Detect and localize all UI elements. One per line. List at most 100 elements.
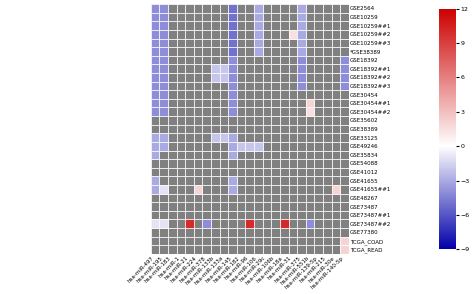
Bar [151,176,159,185]
Bar [228,116,237,125]
Bar [185,142,194,151]
Bar [254,202,263,211]
Bar [168,116,176,125]
Bar [323,108,331,116]
Bar [185,64,194,73]
Bar [185,56,194,64]
Bar [340,4,349,13]
Bar [314,133,323,142]
Bar [297,151,306,159]
Bar [168,159,176,168]
Bar [297,39,306,47]
Bar [306,39,314,47]
Bar [151,202,159,211]
Bar [211,47,219,56]
Bar [151,159,159,168]
Bar [306,228,314,237]
Bar [280,176,289,185]
Bar [280,47,289,56]
Bar [211,13,219,21]
Bar [331,185,340,194]
Bar [323,56,331,64]
Bar [228,125,237,133]
Bar [151,82,159,90]
Bar [194,73,202,82]
Bar [271,219,280,228]
Bar [263,13,271,21]
Bar [159,133,168,142]
Bar [202,73,211,82]
Bar [289,39,297,47]
Bar [280,228,289,237]
Bar [314,4,323,13]
Bar [219,133,228,142]
Bar [297,228,306,237]
Bar [271,39,280,47]
Bar [263,133,271,142]
Bar [280,99,289,108]
Bar [219,73,228,82]
Bar [211,116,219,125]
Bar [306,168,314,176]
Bar [289,64,297,73]
Bar [340,228,349,237]
Bar [331,202,340,211]
Bar [151,47,159,56]
Bar [176,64,185,73]
Bar [331,64,340,73]
Bar [185,73,194,82]
Bar [306,159,314,168]
Bar [168,21,176,30]
Bar [297,39,306,47]
Bar [168,219,176,228]
Bar [314,73,323,82]
Bar [340,30,349,39]
Bar [228,39,237,47]
Bar [202,176,211,185]
Bar [228,4,237,13]
Bar [254,99,263,108]
Bar [297,30,306,39]
Bar [219,64,228,73]
Bar [314,211,323,219]
Bar [168,185,176,194]
Bar [211,21,219,30]
Bar [254,47,263,56]
Bar [271,47,280,56]
Bar [271,142,280,151]
Bar [246,142,254,151]
Bar [323,30,331,39]
Bar [323,219,331,228]
Bar [289,245,297,254]
Bar [271,228,280,237]
Bar [176,159,185,168]
Bar [194,245,202,254]
Bar [280,116,289,125]
Bar [202,168,211,176]
Bar [263,194,271,202]
Bar [289,185,297,194]
Bar [211,194,219,202]
Bar [151,133,159,142]
Bar [306,13,314,21]
Bar [280,90,289,99]
Bar [280,21,289,30]
Bar [228,21,237,30]
Bar [219,39,228,47]
Bar [176,21,185,30]
Bar [271,116,280,125]
Bar [159,90,168,99]
Bar [254,211,263,219]
Bar [211,64,219,73]
Bar [228,90,237,99]
Bar [323,237,331,245]
Bar [297,64,306,73]
Bar [168,237,176,245]
Bar [211,133,219,142]
Bar [340,73,349,82]
Bar [280,30,289,39]
Bar [314,168,323,176]
Bar [254,73,263,82]
Bar [314,13,323,21]
Bar [331,99,340,108]
